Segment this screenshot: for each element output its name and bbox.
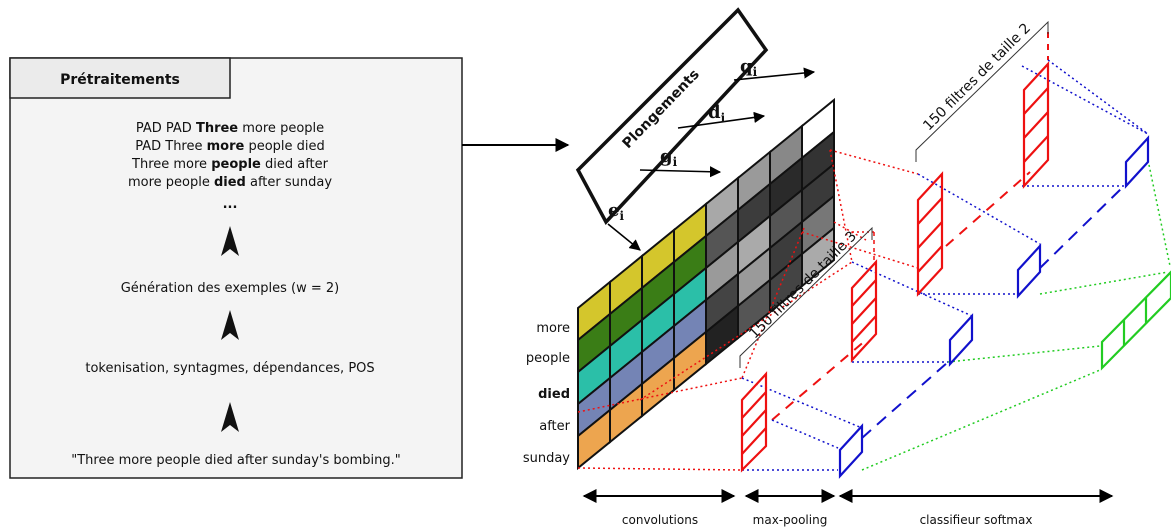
example-sentence: PAD PAD Three more people [136,121,324,136]
conv-filter-size3 [850,259,878,363]
up-arrow-icon [221,310,239,340]
embedding-matrix [577,97,835,471]
vector-q-label: qi [740,56,758,79]
pooling-unit [838,423,864,479]
stage-convolutions: convolutions [622,513,698,527]
word-label-bold: died [538,387,570,402]
up-arrow-icon [221,226,239,256]
filter-connections [577,32,1171,471]
softmax-output [1100,270,1171,371]
up-arrow-icon [221,402,239,432]
vector-g-label: gi [660,146,678,169]
step-tokenisation: tokenisation, syntagmes, dépendances, PO… [85,361,374,376]
preprocessing-title: Prétraitements [60,72,180,88]
conv-filter-size2 [1022,61,1050,189]
embedding-vectors: qi di gi ei [607,56,816,251]
example-sentence: Three more people died after [131,157,329,172]
stage-max-pooling: max-pooling [753,513,828,527]
example-sentence: PAD Three more people died [135,139,325,154]
word-label: after [539,419,570,434]
ellipsis: ... [223,197,238,212]
matrix-cell [801,225,835,289]
pooling-unit [1124,135,1150,189]
example-sentences: PAD PAD Three more people PAD Three more … [128,121,332,190]
example-sentence: more people died after sunday [128,175,332,190]
word-labels: more people died after sunday [523,321,571,466]
conv-filter-group [740,61,1050,473]
conv-filter-size3 [740,371,768,473]
filter-size2-label: 150 filtres de taille 2 [920,20,1034,134]
input-sentence: "Three more people died after sunday's b… [71,453,400,468]
word-label: more [536,321,570,336]
pooling-unit [948,313,974,367]
vector-d-label: di [708,102,726,125]
stage-softmax: classifieur softmax [920,513,1033,527]
word-label: people [526,351,570,366]
max-pooling-group [838,135,1150,479]
pooling-unit [1016,243,1042,299]
vector-e-label: ei [608,200,624,223]
word-label: sunday [523,451,570,466]
stage-indicators: convolutions max-pooling classifieur sof… [582,489,1114,527]
preprocessing-panel: Prétraitements PAD PAD Three more people… [9,57,463,479]
conv-filter-size2 [916,171,944,297]
step-generation: Génération des exemples (w = 2) [121,281,340,296]
